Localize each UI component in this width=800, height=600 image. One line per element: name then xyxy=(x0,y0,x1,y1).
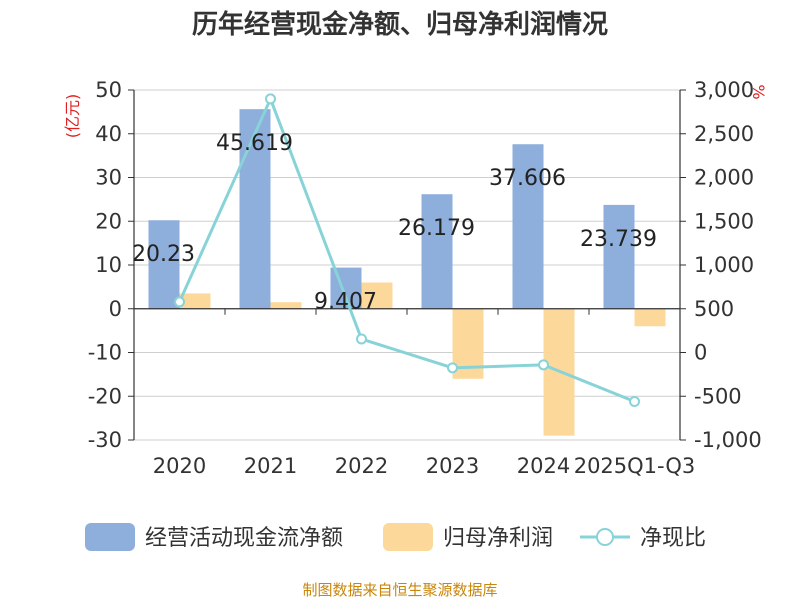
ratio-line xyxy=(174,93,640,407)
left-tick-label: -20 xyxy=(88,384,122,408)
cash-flow-bar xyxy=(421,194,453,309)
legend-swatch-ratio-marker xyxy=(596,528,614,546)
left-tick-label: -30 xyxy=(88,428,122,452)
right-tick-label: 1,000 xyxy=(694,253,754,277)
left-tick-label: 40 xyxy=(95,122,122,146)
net-profit-bar xyxy=(179,293,211,309)
cash-flow-bar xyxy=(239,109,271,309)
left-tick-label: 0 xyxy=(109,297,122,321)
cash-flow-value-label: 45.619 xyxy=(216,131,293,156)
ratio-point xyxy=(265,93,276,105)
left-tick-label: 10 xyxy=(95,253,122,277)
ratio-point xyxy=(356,333,367,345)
cash-flow-bar xyxy=(603,204,635,309)
right-tick-label: 2,500 xyxy=(694,122,754,146)
cash-flow-value-label: 26.179 xyxy=(398,216,475,241)
cash-flow-value-label: 37.606 xyxy=(489,166,566,191)
left-tick-label: 30 xyxy=(95,166,122,190)
right-tick-label: -500 xyxy=(694,384,742,408)
chart-title: 历年经营现金净额、归母净利润情况 xyxy=(192,9,608,40)
category-label: 2025Q1-Q3 xyxy=(574,454,696,478)
cash-flow-value-label: 9.407 xyxy=(314,290,377,315)
ratio-point xyxy=(538,359,549,371)
cash-flow-value-label: 23.739 xyxy=(580,227,657,252)
legend-label-net-profit: 归母净利润 xyxy=(443,526,553,551)
net-profit-bar xyxy=(634,308,666,327)
cash-flow-bar xyxy=(148,220,180,309)
right-tick-label: -1,000 xyxy=(694,428,762,452)
left-tick-label: -10 xyxy=(88,341,122,365)
category-label: 2020 xyxy=(153,454,206,478)
legend-swatch-cash-flow xyxy=(85,523,135,551)
category-label: 2022 xyxy=(335,454,388,478)
legend-label-cash-flow: 经营活动现金流净额 xyxy=(145,526,343,551)
axes: -30 -20 -10 0 10 20 30 40 50 -1,000 -500 0 500 1,000 1… xyxy=(88,78,762,478)
cash-flow-value-label: 20.23 xyxy=(132,242,195,267)
ratio-point xyxy=(629,396,640,407)
ratio-point xyxy=(174,296,185,308)
category-label: 2021 xyxy=(244,454,297,478)
legend: 经营活动现金流净额 归母净利润 净现比 xyxy=(85,523,706,551)
data-labels: 20.23 45.619 9.407 26.179 37.606 23.739 xyxy=(132,131,657,314)
left-tick-label: 20 xyxy=(95,209,122,233)
left-tick-label: 50 xyxy=(95,78,122,102)
right-axis-unit: % xyxy=(749,84,768,99)
left-axis-unit: (亿元) xyxy=(63,94,82,139)
ratio-line-path xyxy=(178,94,636,403)
right-tick-label: 1,500 xyxy=(694,209,754,233)
ratio-point xyxy=(447,362,458,374)
net-profit-bar xyxy=(361,282,393,309)
right-tick-label: 2,000 xyxy=(694,166,754,190)
right-tick-label: 0 xyxy=(694,341,707,365)
net-profit-bar xyxy=(270,302,302,309)
right-tick-label: 500 xyxy=(694,297,734,321)
right-tick-label: 3,000 xyxy=(694,78,754,102)
legend-label-ratio: 净现比 xyxy=(640,526,706,551)
source-note: 制图数据来自恒生聚源数据库 xyxy=(302,581,497,599)
legend-swatch-net-profit xyxy=(383,523,433,551)
bars xyxy=(148,109,666,436)
category-label: 2023 xyxy=(426,454,479,478)
cash-flow-bar xyxy=(512,144,544,309)
category-label: 2024 xyxy=(517,454,570,478)
